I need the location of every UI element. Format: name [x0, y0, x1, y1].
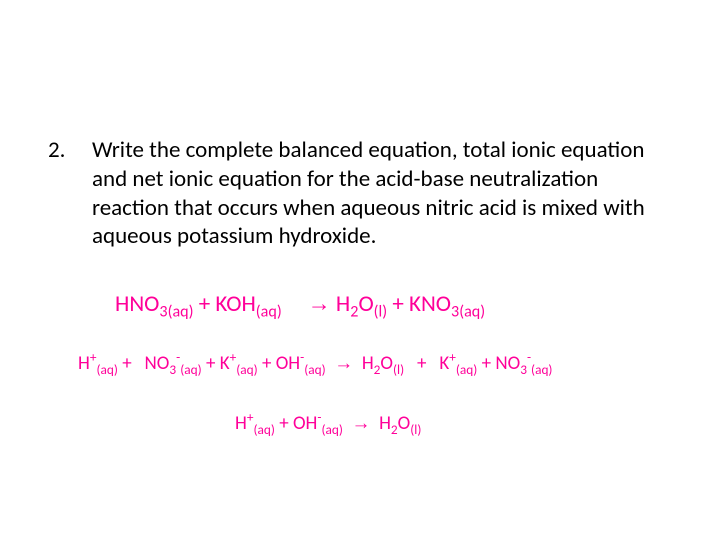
qnum-text: 2.	[48, 136, 65, 164]
arrow-icon: →	[334, 353, 353, 374]
eq1-hno3: HNO	[115, 290, 159, 318]
question-number: 2.	[48, 136, 65, 164]
arrow-icon: →	[351, 413, 370, 434]
slide: 2. Write the complete balanced equation,…	[0, 0, 720, 540]
equation-molecular: HNO3(aq) + KOH(aq) → H2O(l) + KNO3(aq)	[115, 290, 485, 318]
arrow-icon: →	[308, 290, 331, 316]
eq1-kno3: KNO	[409, 290, 451, 318]
qtext-body: Write the complete balanced equation, to…	[92, 136, 645, 250]
eq1-koh: KOH	[215, 290, 255, 318]
equation-net-ionic: H+(aq) + OH-(aq) → H2O(l)	[235, 412, 421, 435]
equation-total-ionic: H+(aq) + NO3-(aq) + K+(aq) + OH-(aq) → H…	[78, 352, 552, 375]
question-text: Write the complete balanced equation, to…	[92, 136, 662, 251]
